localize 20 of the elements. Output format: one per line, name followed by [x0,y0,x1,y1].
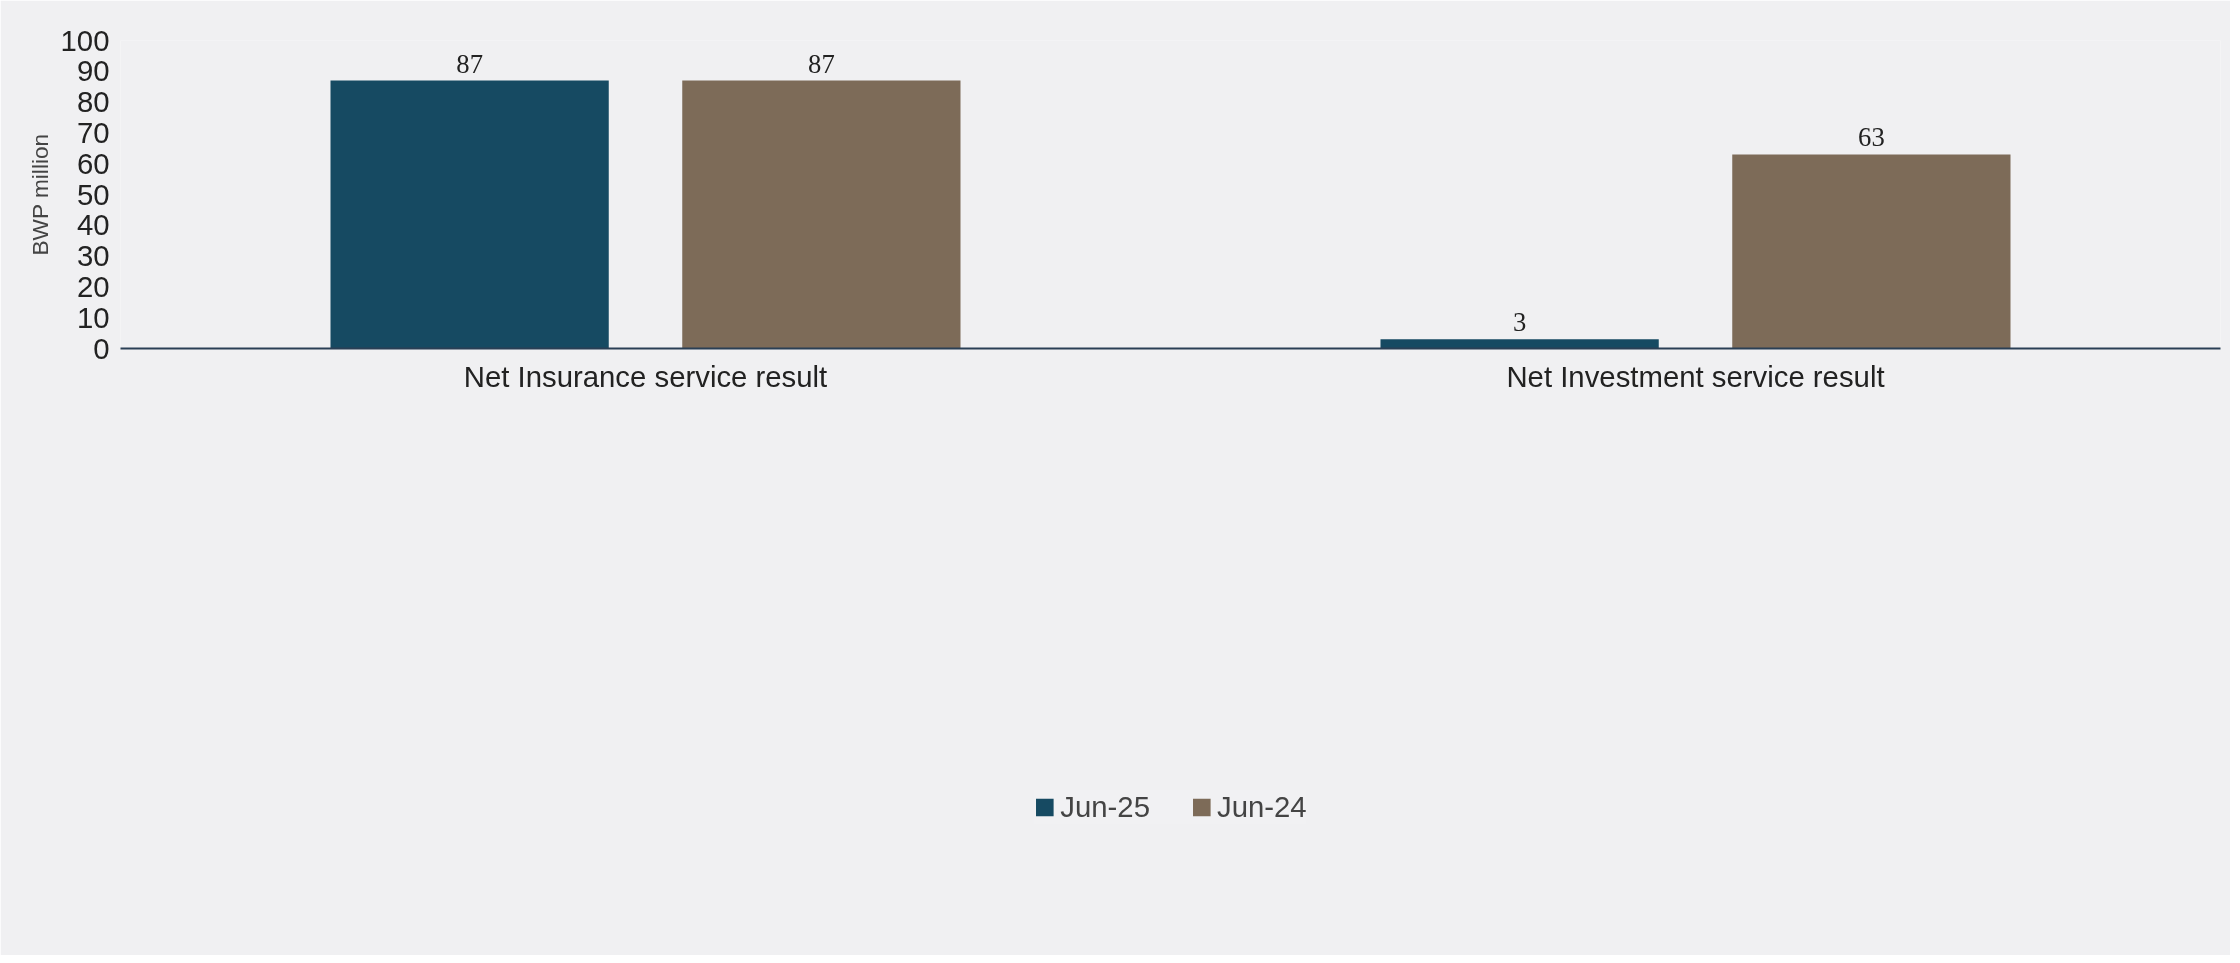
bar [682,80,961,349]
data-label: 63 [1858,122,1885,153]
y-tick-label: 0 [93,331,110,365]
y-tick-label: 10 [76,300,110,334]
data-label: 87 [456,48,483,79]
data-label: 3 [1512,307,1527,338]
x-tick-label: Net Insurance service result [463,359,828,393]
y-axis-title: BWP million [26,133,53,256]
x-tick-label: Net Investment service result [1506,359,1885,393]
y-tick-label: 60 [76,146,110,180]
legend-label: Jun-25 [1060,789,1150,824]
y-tick-label: 50 [76,177,110,211]
bar [1732,154,2011,349]
bar [1380,339,1659,349]
y-tick-label: 100 [60,23,110,57]
legend-label: Jun-24 [1217,789,1307,824]
y-tick-label: 40 [76,208,110,242]
data-label: 87 [808,48,835,79]
bar [330,80,609,349]
y-tick-label: 90 [76,54,110,88]
